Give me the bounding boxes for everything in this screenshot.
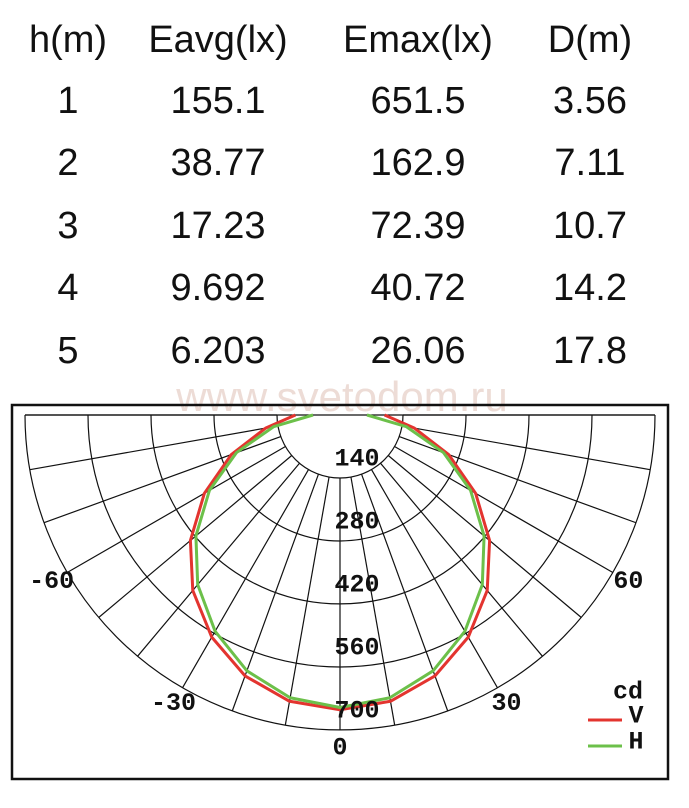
legend-title: cd — [613, 678, 643, 707]
spoke — [380, 462, 543, 657]
r-tick-label: 700 — [334, 697, 379, 726]
table-cell: 10.7 — [553, 205, 627, 247]
theta-tick-label: 60 — [613, 567, 643, 596]
table-cell: 17.8 — [553, 330, 627, 372]
spoke — [401, 425, 651, 471]
legend-label: H — [628, 728, 643, 757]
spoke — [350, 476, 396, 726]
chart-frame — [10, 403, 670, 781]
spoke — [398, 435, 637, 524]
spoke — [284, 476, 330, 726]
table-cell: 14.2 — [553, 267, 627, 309]
table-cell: 3 — [57, 205, 78, 247]
theta-tick-label: -60 — [29, 567, 74, 596]
r-tick-label: 280 — [334, 508, 379, 537]
table-cell: 3.56 — [553, 80, 627, 122]
watermark: www.svetodom.ru — [175, 373, 507, 420]
table-cell: 4 — [57, 267, 78, 309]
table-header: Emax(lx) — [343, 19, 493, 61]
table-cell: 7.11 — [554, 142, 625, 184]
table-cell: 26.06 — [370, 330, 465, 372]
table-cell: 17.23 — [170, 205, 265, 247]
r-tick-label: 420 — [334, 571, 379, 600]
spoke — [43, 435, 282, 524]
r-tick-label: 140 — [334, 445, 379, 474]
theta-tick-label: 30 — [491, 689, 521, 718]
theta-tick-label: 0 — [332, 734, 347, 763]
curve — [188, 413, 492, 712]
table-cell: 2 — [57, 142, 78, 184]
spoke — [394, 445, 614, 574]
table-header: D(m) — [548, 19, 632, 61]
table-cell: 6.203 — [170, 330, 265, 372]
spoke — [29, 425, 279, 471]
table-cell: 40.72 — [370, 267, 465, 309]
table-cell: 651.5 — [370, 80, 465, 122]
spoke — [370, 469, 499, 689]
curve — [194, 413, 486, 709]
table-cell: 1 — [57, 80, 78, 122]
spoke — [66, 445, 286, 574]
r-tick-label: 560 — [334, 634, 379, 663]
table-header: Eavg(lx) — [148, 19, 287, 61]
table-header: h(m) — [29, 19, 107, 61]
theta-tick-label: -30 — [151, 689, 196, 718]
table-cell: 5 — [57, 330, 78, 372]
table-cell: 72.39 — [370, 205, 465, 247]
table-cell: 38.77 — [170, 142, 265, 184]
table-cell: 155.1 — [170, 80, 265, 122]
legend-label: V — [628, 702, 643, 731]
table-cell: 9.692 — [170, 267, 265, 309]
spoke — [137, 462, 300, 657]
spoke — [181, 469, 310, 689]
table-cell: 162.9 — [370, 142, 465, 184]
